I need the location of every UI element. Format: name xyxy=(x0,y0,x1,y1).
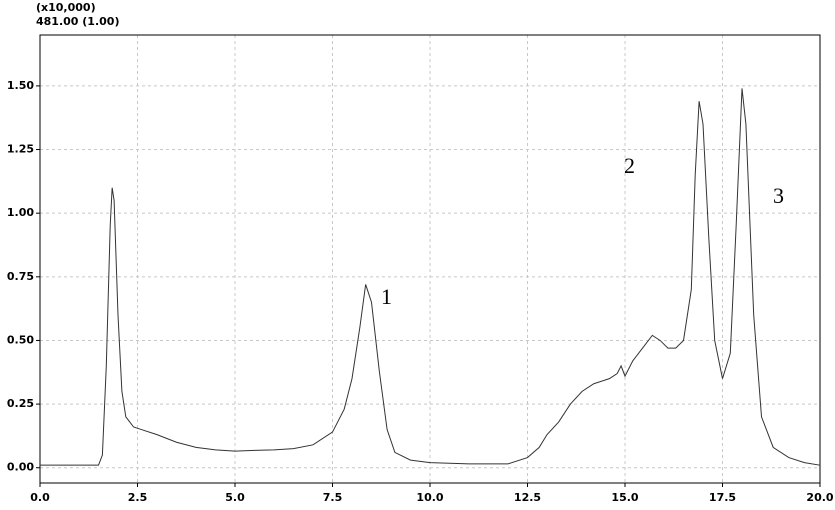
x-tick-label: 10.0 xyxy=(416,491,443,504)
x-tick-label: 12.5 xyxy=(514,491,541,504)
axis-multiplier: (x10,000) xyxy=(36,1,96,14)
x-tick-label: 0.0 xyxy=(30,491,50,504)
plot-frame xyxy=(39,34,821,484)
subtitle: 481.00 (1.00) xyxy=(36,15,119,28)
annotation: 1 xyxy=(381,284,392,309)
x-tick-label: 5.0 xyxy=(225,491,245,504)
y-tick-label: 1.25 xyxy=(7,143,34,156)
chromatogram-line xyxy=(40,88,821,466)
x-tick-label: 17.5 xyxy=(709,491,736,504)
annotation: 2 xyxy=(624,153,635,178)
y-tick-label: 1.00 xyxy=(7,206,34,219)
y-tick-label: 0.00 xyxy=(7,461,34,474)
x-tick-label: 20.0 xyxy=(806,491,833,504)
y-tick-label: 0.25 xyxy=(7,397,34,410)
y-tick-label: 0.75 xyxy=(7,270,34,283)
x-tick-label: 15.0 xyxy=(611,491,638,504)
y-tick-label: 0.50 xyxy=(7,333,34,346)
annotation: 3 xyxy=(773,183,784,208)
y-tick-label: 1.50 xyxy=(7,79,34,92)
x-tick-label: 2.5 xyxy=(128,491,148,504)
x-tick-label: 7.5 xyxy=(323,491,343,504)
